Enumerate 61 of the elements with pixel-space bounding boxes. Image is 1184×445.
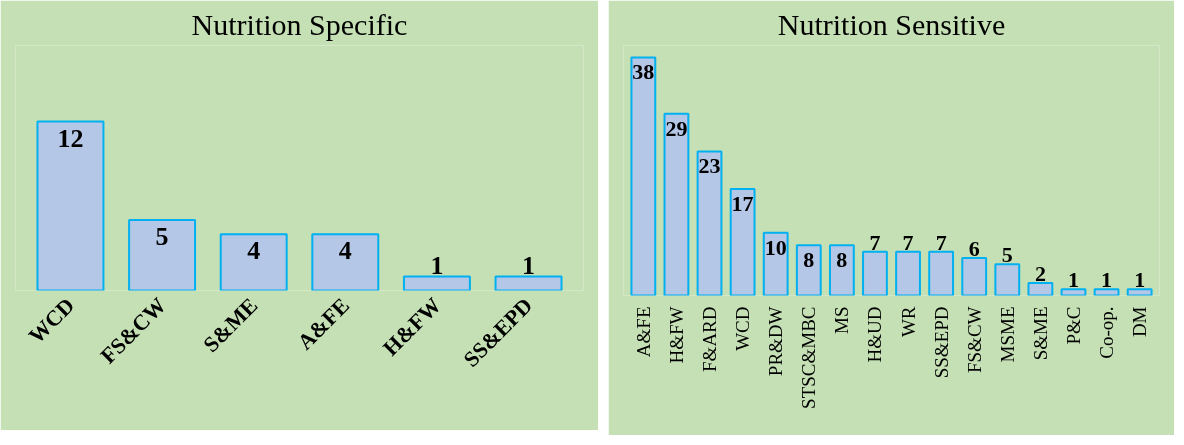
chart-title: Nutrition Sensitive: [777, 7, 1006, 41]
x-tick-label: FS&CW: [963, 306, 985, 374]
data-label: 1: [430, 251, 444, 281]
bar: [828, 244, 855, 296]
data-label: 12: [57, 123, 84, 153]
data-label: 4: [338, 236, 352, 266]
x-tick-label: Co-op.: [1096, 306, 1118, 359]
data-label: 1: [1067, 267, 1079, 293]
x-tick-label: MSME: [996, 306, 1018, 363]
x-tick-label: P&C: [1062, 306, 1084, 345]
bar: [994, 263, 1021, 296]
x-tick-label: MS: [831, 306, 853, 334]
bar: [1093, 288, 1120, 296]
bar: [1126, 288, 1153, 296]
x-tick-label: PR&DW: [765, 306, 787, 377]
bar: [729, 187, 756, 296]
bar: [696, 150, 723, 296]
data-label: 6: [968, 235, 980, 261]
bar: [1060, 288, 1087, 296]
data-label: 5: [155, 222, 169, 252]
data-label: 2: [1034, 260, 1046, 286]
bar: [36, 120, 105, 291]
x-tick-label: SS&EPD: [930, 306, 952, 379]
bar: [630, 56, 657, 296]
data-label: 7: [902, 229, 914, 255]
data-label: 7: [869, 229, 881, 255]
bar: [795, 244, 822, 296]
data-label: 17: [731, 190, 754, 216]
bar: [862, 250, 888, 296]
chart-title: Nutrition Specific: [191, 7, 408, 41]
data-label: 8: [836, 247, 848, 273]
data-label: 7: [935, 229, 947, 255]
bar: [219, 233, 288, 291]
data-label: 23: [698, 153, 721, 179]
x-tick-label: F&ARD: [699, 306, 721, 372]
x-tick-label: A&FE: [632, 306, 654, 358]
x-tick-label: S&ME: [1029, 306, 1051, 361]
bar: [928, 250, 955, 296]
data-label: 5: [1001, 242, 1013, 268]
x-tick-label: H&UD: [864, 306, 886, 363]
x-tick-label: H&FW: [665, 306, 687, 364]
bar: [961, 256, 988, 296]
data-label: 4: [247, 236, 261, 266]
bar: [895, 250, 921, 296]
data-label: 1: [1101, 267, 1113, 293]
x-tick-label: DM: [1129, 306, 1151, 338]
data-label: 29: [665, 115, 688, 141]
data-label: 1: [522, 251, 536, 281]
x-tick-label: STSC&MBC: [798, 306, 820, 409]
bar: [663, 112, 690, 296]
x-tick-label: WCD: [732, 306, 754, 351]
data-label: 10: [764, 234, 787, 260]
bar: [1027, 281, 1054, 296]
data-label: 38: [632, 59, 655, 85]
x-tick-label: WR: [897, 306, 919, 338]
bar: [494, 275, 563, 291]
bar: [311, 233, 380, 291]
data-label: 8: [803, 247, 815, 273]
data-label: 1: [1134, 267, 1146, 293]
bar: [402, 275, 471, 291]
bar: [128, 219, 197, 291]
